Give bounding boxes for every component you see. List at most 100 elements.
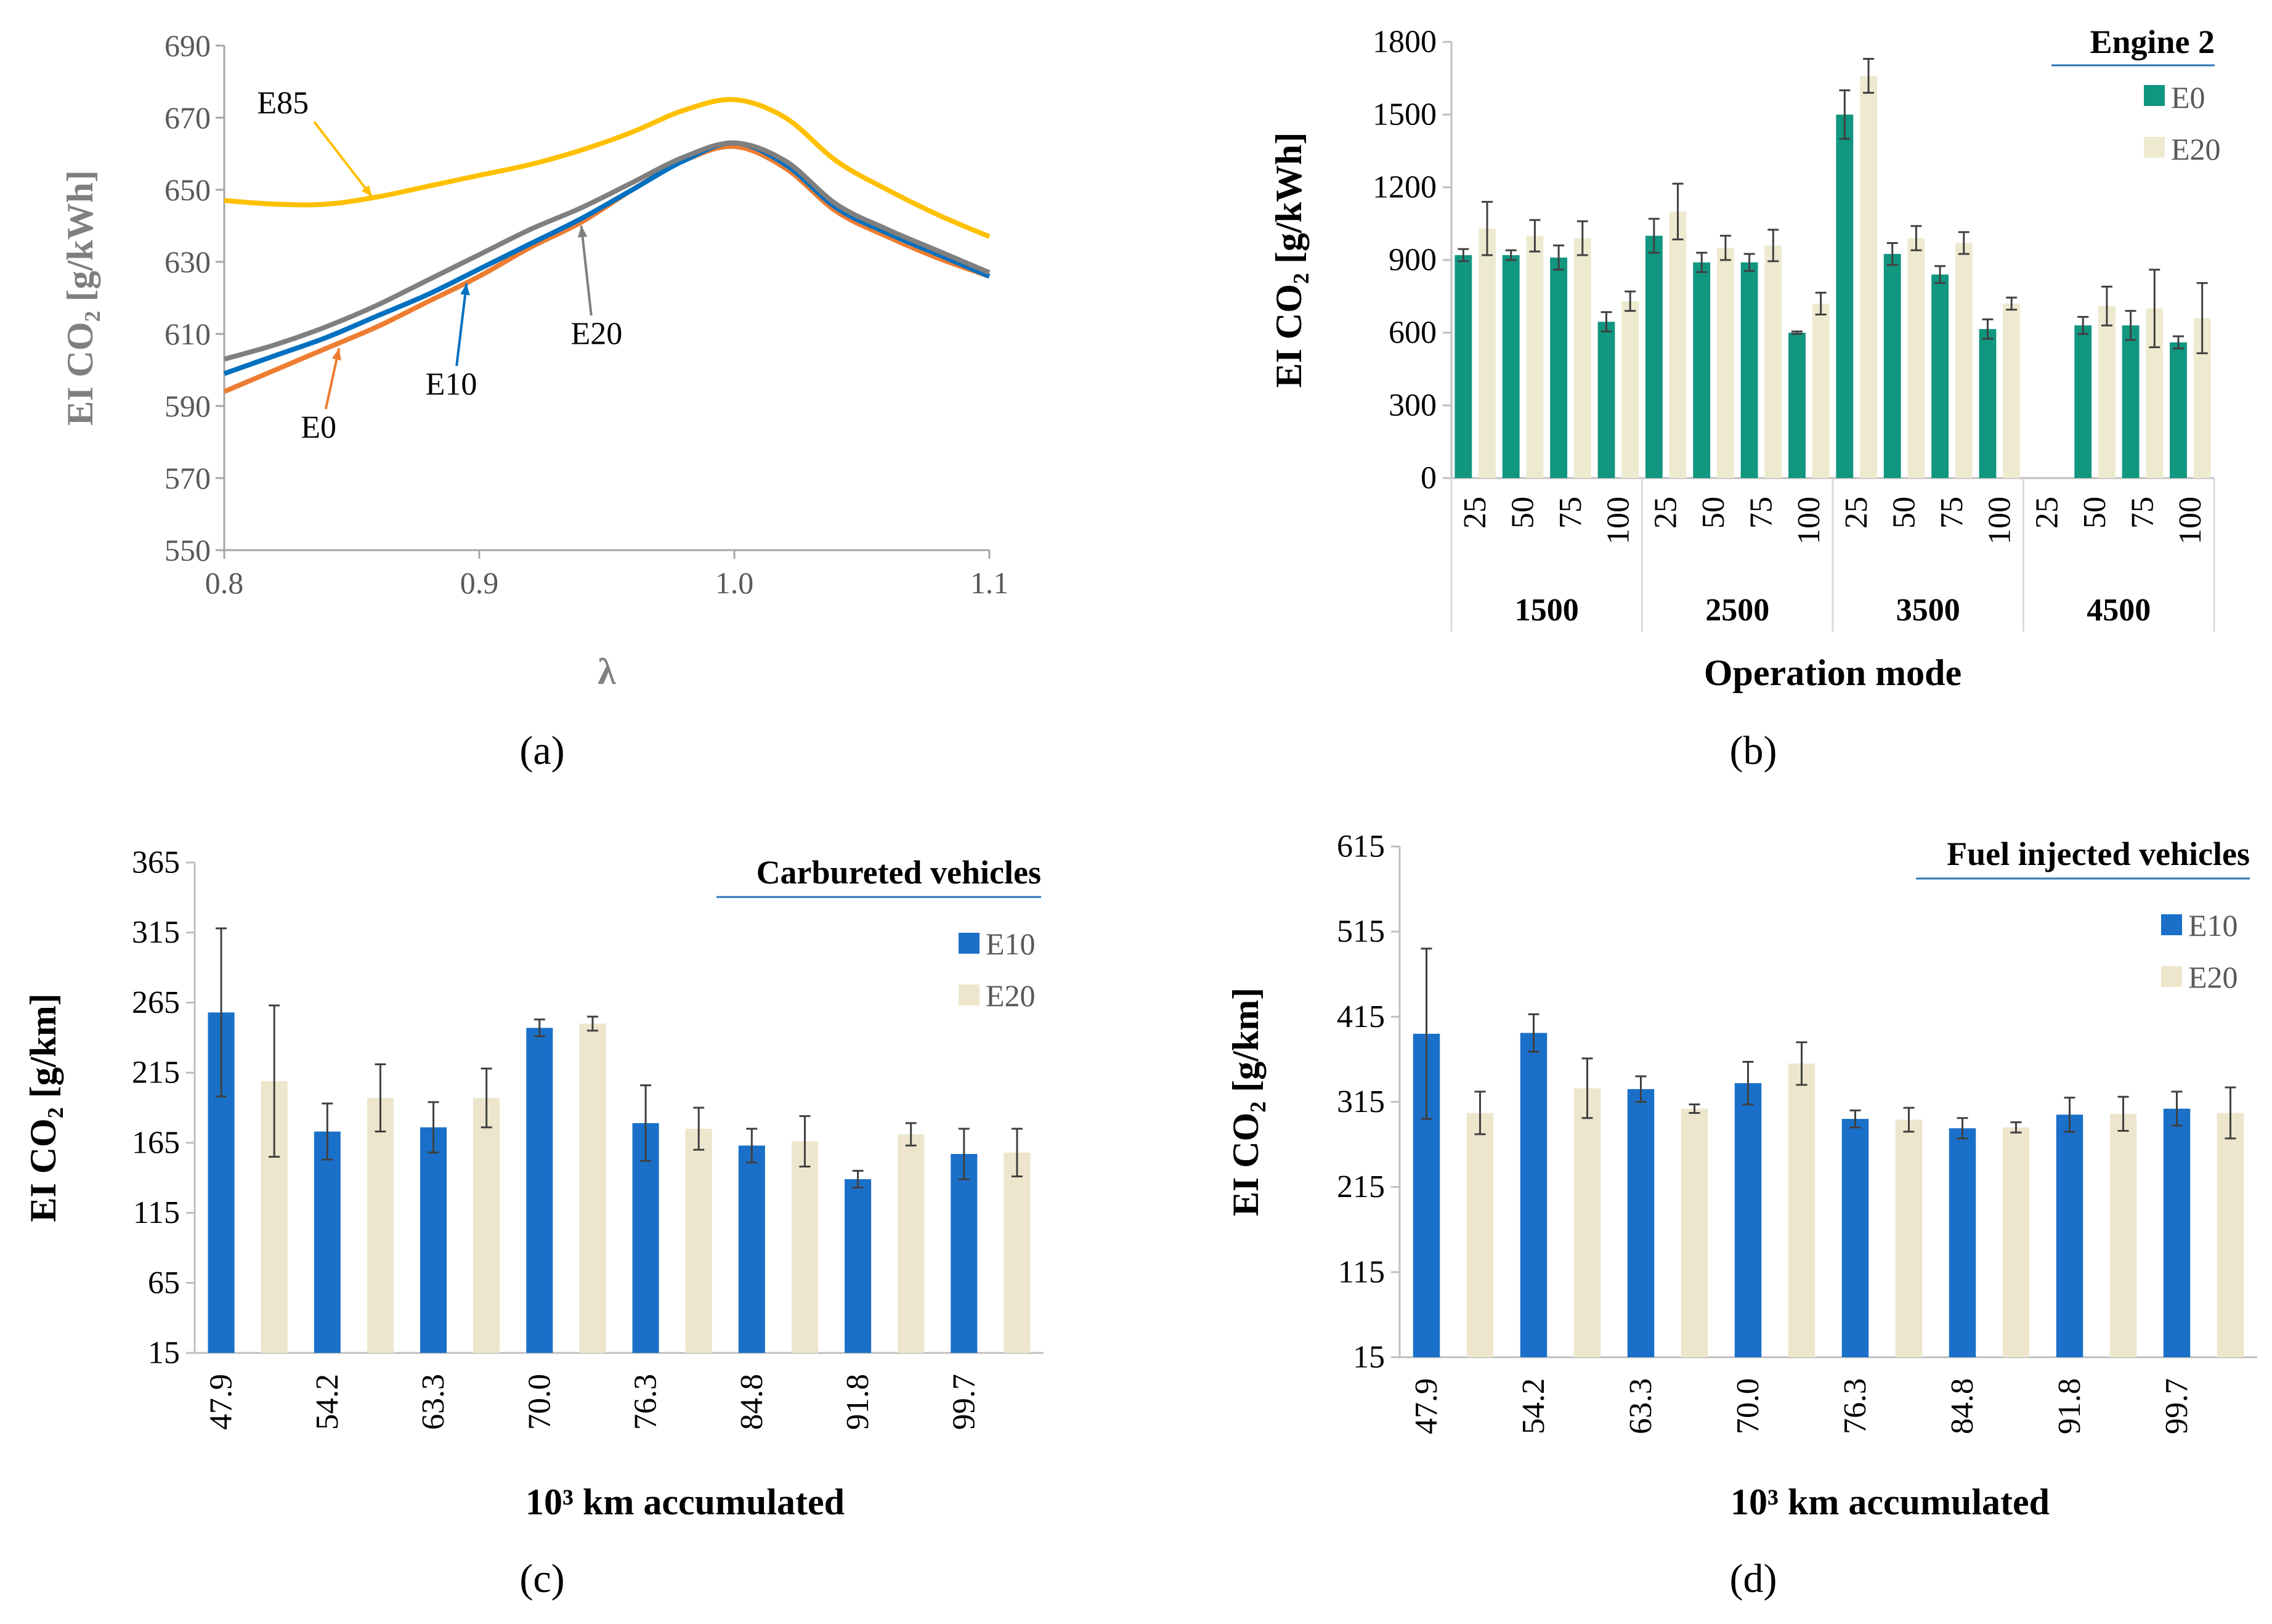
c-bar-e10 [951,1154,978,1353]
d-x-axis-label: 10³ km accumulated [1730,1482,2050,1522]
d-y-tick-label: 115 [1338,1254,1385,1289]
b-y-axis-label: EI CO₂ [g/kWh] [1268,132,1309,388]
a-series-line-e85 [224,97,991,239]
b-bar-e20 [1621,301,1639,478]
d-x-tick-label: 76.3 [1838,1378,1873,1434]
d-legend-title: Fuel injected vehicles [1947,835,2250,872]
b-x-tick-label: 50 [1887,497,1922,529]
b-x-tick-label: 25 [1839,497,1874,529]
a-y-tick-label: 570 [164,461,211,495]
a-y-tick-label: 650 [164,173,211,207]
c-legend-title: Carbureted vehicles [757,854,1041,891]
b-bar-e20 [1907,238,1925,478]
d-bar-e10 [1627,1089,1655,1357]
c-y-tick-label: 115 [133,1195,180,1230]
d-bar-e10 [2163,1108,2191,1357]
c-bar-e10 [420,1127,447,1353]
b-group-label: 4500 [2087,593,2151,628]
c-bar-e10 [526,1028,553,1353]
c-y-tick-label: 265 [132,985,180,1020]
d-bar-e20 [1895,1119,1923,1357]
b-x-tick-label: 25 [2030,497,2065,529]
c-legend-swatch-e20 [959,985,980,1005]
d-bar-e20 [2109,1113,2137,1357]
b-x-tick-label: 50 [1506,497,1541,529]
a-annotation-arrowhead-e20 [577,225,588,238]
a-annotation-arrowhead-e0 [331,348,341,361]
d-y-tick-label: 515 [1337,914,1385,949]
c-legend-swatch-e10 [959,933,980,954]
b-x-tick-label: 50 [2077,497,2112,529]
b-bar-e20 [2098,306,2116,478]
a-annotation-arrow-e85 [313,121,373,198]
a-y-tick-label: 590 [164,389,211,423]
b-bar-e20 [1860,76,1877,479]
c-x-tick-label: 99.7 [946,1374,981,1430]
d-x-tick-label: 70.0 [1730,1378,1766,1434]
d-bar-e10 [1949,1128,1976,1357]
b-legend-swatch-e0 [2144,85,2165,106]
b-bar-e0 [2170,342,2187,478]
b-x-tick-label: 100 [2173,497,2208,545]
d-y-tick-label: 315 [1337,1084,1385,1119]
b-bar-e0 [1979,329,1997,478]
c-x-tick-label: 84.8 [734,1374,769,1430]
b-bar-e0 [1693,262,1711,478]
panel-c-bar-chart: 15 65 115 165 215 265 315 365 47.9 54.2 63.3 70.0 76… [23,845,1044,1601]
panel-a-line-chart: 550 570 590 610 630 650 670 690 0.8 0.9 1.0 1.1 λ EI … [60,28,1008,773]
b-y-tick-label: 1500 [1373,97,1437,132]
d-bar-e20 [1466,1113,1494,1357]
c-x-tick-label: 47.9 [204,1374,239,1430]
panel-d-bar-chart: 15 115 215 315 415 515 615 47.9 54.2 63.3 70.0 76.3… [1225,829,2257,1601]
d-bar-e20 [2002,1127,2030,1357]
b-x-tick-label: 50 [1696,497,1731,529]
b-legend-title: Engine 2 [2090,23,2215,60]
c-x-tick-label: 70.0 [522,1374,557,1430]
b-y-tick-label: 0 [1421,461,1437,496]
c-bar-e20 [685,1129,712,1353]
b-bar-e0 [1931,274,1949,478]
b-bar-e0 [1502,255,1520,478]
d-y-tick-label: 215 [1337,1169,1385,1204]
b-bar-e0 [1836,115,1854,478]
c-bar-e20 [473,1098,500,1353]
c-x-tick-label: 63.3 [416,1374,451,1430]
c-x-tick-label: 54.2 [310,1374,345,1430]
b-x-axis-label: Operation mode [1704,652,1962,693]
b-y-tick-label: 1200 [1373,170,1437,205]
b-group-label: 1500 [1515,593,1579,628]
c-bar-e20 [579,1023,606,1353]
d-y-tick-label: 415 [1337,999,1385,1034]
b-bar-e0 [2122,325,2140,478]
a-annotation-arrow-e20 [580,225,593,316]
d-x-tick-label: 47.9 [1409,1378,1444,1434]
a-y-axis-label: EI CO₂ [g/kWh] [60,170,100,426]
a-annotation-e10: E10 [426,367,477,402]
b-x-tick-label: 100 [1791,497,1827,545]
a-y-tick-label: 670 [164,100,211,135]
c-bar-e20 [898,1134,925,1353]
b-x-tick-label: 75 [1934,497,1970,529]
b-legend-label-e0: E0 [2171,80,2205,115]
d-y-tick-label: 615 [1337,829,1385,864]
b-x-tick-label: 25 [1649,497,1684,529]
b-y-tick-label: 1800 [1373,25,1437,60]
a-x-axis-label: λ [598,651,616,692]
b-legend-label-e20: E20 [2171,132,2221,166]
b-bar-e0 [1550,258,1568,478]
d-bar-e10 [2056,1114,2083,1357]
d-bar-e20 [1788,1063,1816,1357]
d-bar-e10 [1734,1083,1762,1357]
d-legend-label-e10: E10 [2188,908,2238,943]
b-bar-e20 [1955,243,1973,478]
c-bar-e10 [314,1131,341,1353]
d-legend-swatch-e10 [2161,914,2182,935]
d-x-tick-label: 54.2 [1516,1378,1551,1434]
d-bar-e20 [1573,1088,1601,1357]
d-x-tick-label: 99.7 [2159,1378,2194,1434]
b-bar-e20 [1479,228,1496,478]
a-annotation-e85: E85 [257,86,309,121]
d-bar-e20 [2217,1113,2244,1357]
b-group-label: 2500 [1705,593,1769,628]
